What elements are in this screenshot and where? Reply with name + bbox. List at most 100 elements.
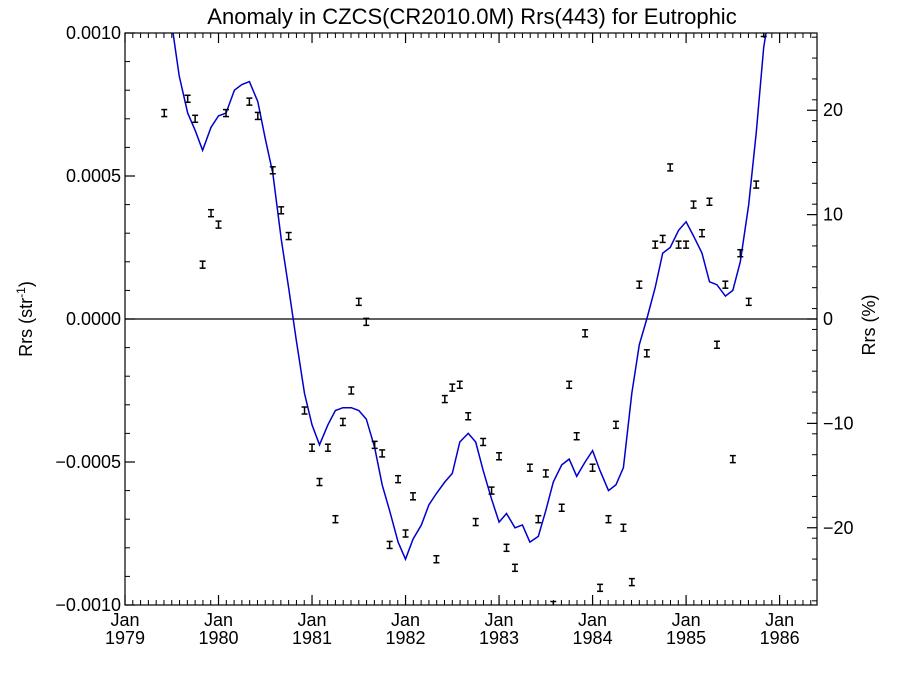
error-bar-point bbox=[410, 492, 417, 501]
error-bar-point bbox=[363, 317, 370, 327]
error-bar-point bbox=[222, 108, 229, 118]
error-bar-point bbox=[612, 420, 619, 430]
right-y-tick-label: −10 bbox=[823, 413, 854, 433]
x-tick-month-label: Jan bbox=[110, 610, 139, 630]
error-bar-point bbox=[573, 432, 580, 441]
error-bar-point bbox=[301, 406, 308, 415]
x-tick-month-label: Jan bbox=[765, 610, 794, 630]
error-bar-point bbox=[667, 163, 674, 172]
error-bar-point bbox=[480, 437, 487, 447]
x-tick-month-label: Jan bbox=[672, 610, 701, 630]
error-bar-point bbox=[582, 329, 589, 338]
error-bar-point bbox=[278, 206, 285, 215]
error-bar-point bbox=[192, 114, 199, 124]
chart-title: Anomaly in CZCS(CR2010.0M) Rrs(443) for … bbox=[207, 4, 736, 29]
error-bar-point bbox=[620, 523, 627, 533]
x-tick-month-label: Jan bbox=[391, 610, 420, 630]
error-bar-point bbox=[355, 297, 362, 307]
error-bar-point bbox=[386, 540, 393, 550]
right-y-tick-label: 10 bbox=[823, 205, 843, 225]
right-y-axis-title: Rrs (%) bbox=[859, 295, 879, 356]
x-tick-month-label: Jan bbox=[578, 610, 607, 630]
x-tick-year-label: 1982 bbox=[386, 628, 426, 648]
error-bar-point bbox=[652, 240, 659, 249]
error-bar-point bbox=[503, 543, 510, 553]
error-bar-point bbox=[316, 477, 323, 487]
error-bar-point bbox=[184, 94, 191, 104]
error-bar-point bbox=[535, 514, 542, 524]
error-bar-point bbox=[753, 180, 760, 189]
right-y-tick-label: 0 bbox=[823, 309, 833, 329]
error-bar-point bbox=[472, 517, 479, 527]
right-y-tick-label: 20 bbox=[823, 100, 843, 120]
x-tick-year-label: 1986 bbox=[760, 628, 800, 648]
error-bar-point bbox=[628, 577, 635, 587]
error-bar-point bbox=[659, 234, 666, 244]
error-bar-point bbox=[456, 380, 463, 390]
error-bar-point bbox=[339, 417, 346, 427]
error-bar-point bbox=[690, 200, 697, 209]
error-bar-point bbox=[199, 260, 206, 269]
left-y-tick-label: 0.0000 bbox=[66, 309, 121, 329]
series-line bbox=[172, 33, 767, 562]
error-bar-point bbox=[285, 231, 292, 241]
error-bar-point bbox=[324, 443, 331, 452]
error-bar-point bbox=[496, 452, 503, 461]
error-bar-point bbox=[675, 240, 682, 249]
error-bar-point bbox=[589, 463, 596, 472]
error-bar-point bbox=[215, 220, 222, 229]
right-y-tick-label: −20 bbox=[823, 518, 854, 538]
x-tick-year-label: 1979 bbox=[105, 628, 145, 648]
x-tick-year-label: 1985 bbox=[666, 628, 706, 648]
left-y-tick-label: −0.0005 bbox=[55, 452, 121, 472]
error-bar-point bbox=[698, 228, 705, 238]
error-bar-point bbox=[269, 166, 276, 175]
x-tick-month-label: Jan bbox=[204, 610, 233, 630]
x-tick-year-label: 1980 bbox=[198, 628, 238, 648]
left-y-tick-label: 0.0005 bbox=[66, 166, 121, 186]
error-bar-point bbox=[246, 97, 253, 106]
error-bar-point bbox=[706, 197, 713, 206]
error-bar-point bbox=[722, 280, 729, 289]
x-tick-year-label: 1984 bbox=[573, 628, 613, 648]
x-tick-year-label: 1981 bbox=[292, 628, 332, 648]
error-bar-point bbox=[737, 248, 744, 258]
left-y-tick-label: −0.0010 bbox=[55, 595, 121, 615]
left-y-axis: 0.0010 0.0005 0.0000 −0.0005 −0.0010 bbox=[55, 23, 135, 615]
left-y-axis-title: Rrs (str-1) bbox=[14, 281, 36, 357]
error-bar-point bbox=[161, 108, 168, 118]
error-bar-point bbox=[511, 563, 518, 573]
error-bar-point bbox=[208, 208, 215, 218]
error-bar-point bbox=[643, 349, 650, 358]
error-bar-point bbox=[488, 486, 495, 495]
error-bar-point bbox=[605, 514, 612, 524]
error-bar-point bbox=[348, 386, 355, 395]
error-bar-point bbox=[379, 449, 386, 458]
data-layer bbox=[125, 33, 817, 605]
error-bar-point bbox=[558, 503, 565, 513]
error-bar-point bbox=[332, 514, 339, 524]
error-bar-point bbox=[402, 529, 409, 538]
error-bar-point bbox=[683, 240, 690, 249]
plot-area bbox=[124, 32, 818, 606]
error-bar-point bbox=[542, 469, 549, 478]
error-bar-point bbox=[465, 411, 472, 421]
x-tick-month-label: Jan bbox=[485, 610, 514, 630]
left-y-axis-title-sup: -1 bbox=[14, 287, 28, 298]
error-bar-point bbox=[441, 394, 448, 404]
error-bar-point bbox=[636, 280, 643, 289]
error-bar-point bbox=[597, 583, 604, 593]
error-bar-point bbox=[745, 297, 752, 307]
error-bar-point bbox=[395, 474, 402, 484]
x-tick-year-label: 1983 bbox=[479, 628, 519, 648]
error-bar-point bbox=[713, 340, 720, 349]
error-bar-point bbox=[254, 111, 261, 121]
right-y-axis: 20 10 0 −10 −20 bbox=[807, 36, 854, 602]
error-bar-point bbox=[371, 440, 378, 450]
error-bar-point bbox=[433, 554, 440, 564]
error-bar-point bbox=[526, 463, 533, 472]
error-bar-point bbox=[449, 383, 456, 392]
left-y-tick-label: 0.0010 bbox=[66, 23, 121, 43]
x-axis: Jan1979Jan1980Jan1981Jan1982Jan1983Jan19… bbox=[105, 33, 812, 648]
